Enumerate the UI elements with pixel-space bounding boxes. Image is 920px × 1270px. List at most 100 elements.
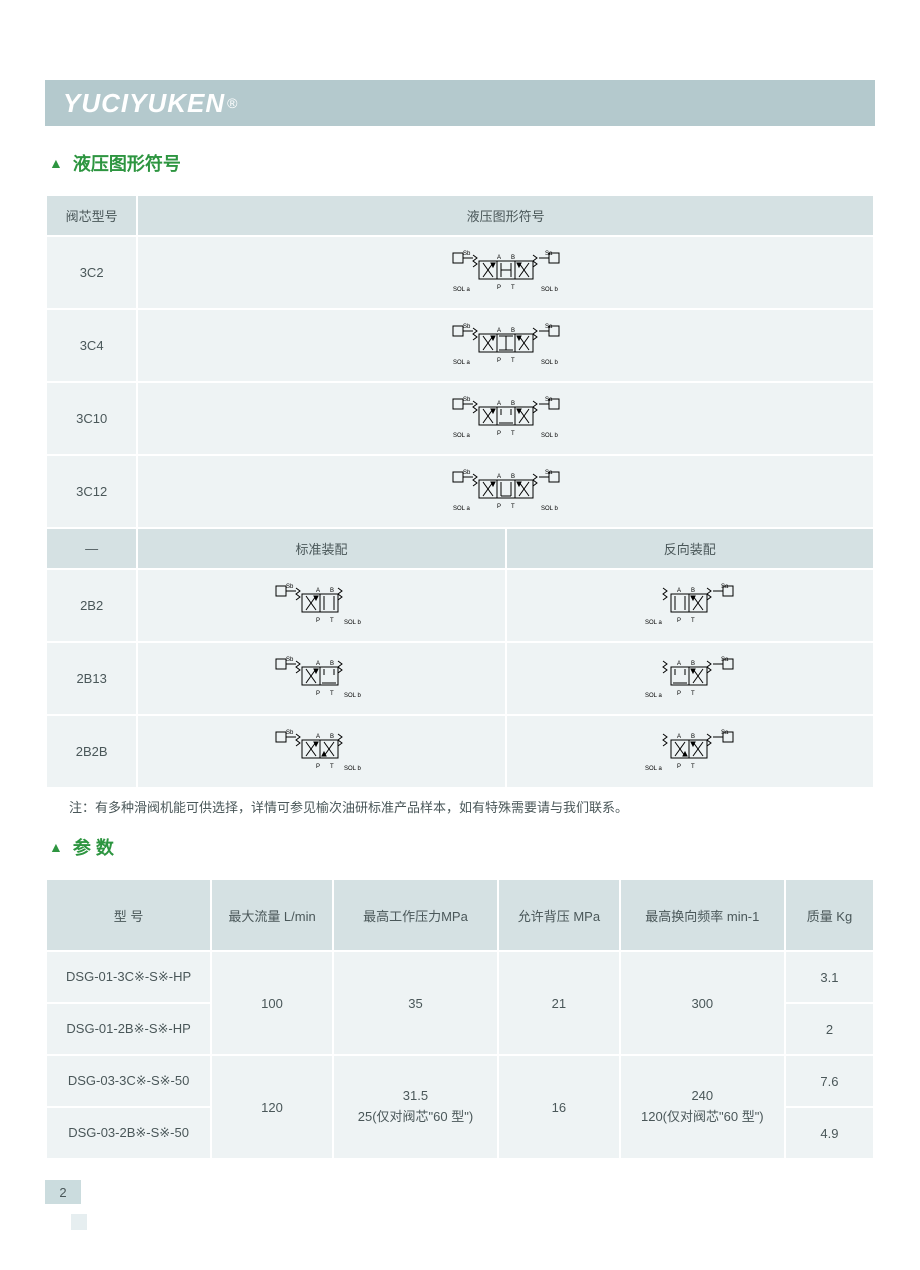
svg-text:SOL b: SOL b: [344, 620, 361, 626]
triangle-icon: ▲: [49, 155, 63, 171]
svg-text:Sb: Sb: [463, 324, 471, 330]
symbol-2b2-std: SbABPTSOL b: [138, 570, 504, 641]
svg-text:T: T: [330, 691, 334, 697]
g2-press-l2: 25(仅对阀芯"60 型"): [358, 1109, 473, 1124]
svg-text:SOL b: SOL b: [541, 360, 558, 366]
ph-model: 型 号: [47, 880, 210, 950]
g2-press-l1: 31.5: [403, 1088, 428, 1103]
g1-press: 35: [334, 952, 497, 1054]
svg-text:P: P: [497, 431, 501, 437]
svg-text:SOL a: SOL a: [453, 360, 470, 366]
svg-text:B: B: [511, 474, 515, 480]
symbol-2b2b-rev: Sa A B SOL a P T: [507, 716, 873, 787]
svg-text:SOL a: SOL a: [645, 620, 662, 626]
svg-text:P: P: [497, 358, 501, 364]
g1-flow: 100: [212, 952, 332, 1054]
symbol-2b13-rev: SaABSOL aPT: [507, 643, 873, 714]
svg-text:A: A: [677, 734, 681, 740]
g2-flow: 120: [212, 1056, 332, 1158]
svg-text:SOL b: SOL b: [344, 693, 361, 699]
ph-mass: 质量 Kg: [786, 880, 873, 950]
svg-text:T: T: [511, 285, 515, 291]
svg-text:SOL a: SOL a: [645, 766, 662, 772]
symbol-3c2: SbSaABSOL aPTSOL b: [138, 237, 873, 308]
symbol-2b2b-std: SbABPTSOL b: [138, 716, 504, 787]
svg-text:A: A: [316, 661, 320, 667]
model-3c12: 3C12: [47, 456, 136, 527]
svg-text:B: B: [691, 588, 695, 594]
svg-text:B: B: [691, 734, 695, 740]
g2-back: 16: [499, 1056, 619, 1158]
symbol-2b13-std: SbABPTSOL b: [138, 643, 504, 714]
svg-text:P: P: [677, 764, 681, 770]
r3-mass: 7.6: [786, 1056, 873, 1106]
symbol-3c10: SbSaABSOL aPTSOL b: [138, 383, 873, 454]
svg-text:P: P: [316, 691, 320, 697]
svg-text:P: P: [677, 691, 681, 697]
svg-text:A: A: [316, 588, 320, 594]
split-mid: 标准装配: [138, 529, 504, 568]
section2-title: 参 数: [73, 834, 114, 860]
g1-back: 21: [499, 952, 619, 1054]
svg-text:P: P: [497, 504, 501, 510]
page-number-box: 2: [45, 1180, 875, 1230]
svg-text:T: T: [330, 764, 334, 770]
r2-model: DSG-01-2B※-S※-HP: [47, 1004, 210, 1054]
r4-mass: 4.9: [786, 1108, 873, 1158]
svg-text:A: A: [497, 474, 501, 480]
ph-back: 允许背压 MPa: [499, 880, 619, 950]
params-table: 型 号 最大流量 L/min 最高工作压力MPa 允许背压 MPa 最高换向频率…: [45, 878, 875, 1160]
svg-text:SOL a: SOL a: [453, 433, 470, 439]
deco-square: [71, 1214, 87, 1230]
model-2b2b: 2B2B: [47, 716, 136, 787]
section-title-params: ▲ 参 数: [49, 834, 875, 860]
model-2b2: 2B2: [47, 570, 136, 641]
g2-press: 31.5 25(仅对阀芯"60 型"): [334, 1056, 497, 1158]
svg-text:T: T: [691, 691, 695, 697]
svg-text:B: B: [511, 255, 515, 261]
section-title-symbols: ▲ 液压图形符号: [49, 150, 875, 176]
g1-freq: 300: [621, 952, 784, 1054]
th-model: 阀芯型号: [47, 196, 136, 235]
svg-text:Sa: Sa: [721, 657, 729, 663]
svg-text:B: B: [330, 661, 334, 667]
split-left: —: [47, 529, 136, 568]
split-right: 反向装配: [507, 529, 873, 568]
svg-text:P: P: [316, 764, 320, 770]
svg-text:T: T: [691, 618, 695, 624]
svg-text:P: P: [497, 285, 501, 291]
svg-text:T: T: [691, 764, 695, 770]
svg-text:SOL b: SOL b: [541, 287, 558, 293]
svg-text:A: A: [677, 661, 681, 667]
svg-text:Sb: Sb: [286, 730, 294, 736]
svg-text:T: T: [511, 431, 515, 437]
svg-text:T: T: [511, 358, 515, 364]
svg-text:SOL a: SOL a: [453, 506, 470, 512]
model-3c10: 3C10: [47, 383, 136, 454]
svg-text:A: A: [497, 255, 501, 261]
symbol-2b2-rev: SaABSOL aPT: [507, 570, 873, 641]
svg-text:P: P: [677, 618, 681, 624]
r3-model: DSG-03-3C※-S※-50: [47, 1056, 210, 1106]
r4-model: DSG-03-2B※-S※-50: [47, 1108, 210, 1158]
svg-text:Sa: Sa: [721, 730, 729, 736]
triangle-icon: ▲: [49, 839, 63, 855]
r2-mass: 2: [786, 1004, 873, 1054]
svg-text:Sa: Sa: [721, 584, 729, 590]
svg-text:B: B: [691, 661, 695, 667]
svg-text:A: A: [497, 328, 501, 334]
brand-bar: YUCIYUKEN ®: [45, 80, 875, 126]
r1-model: DSG-01-3C※-S※-HP: [47, 952, 210, 1002]
th-symbol: 液压图形符号: [138, 196, 873, 235]
svg-text:Sb: Sb: [463, 470, 471, 476]
svg-text:T: T: [511, 504, 515, 510]
svg-text:SOL b: SOL b: [344, 766, 361, 772]
section1-title: 液压图形符号: [73, 150, 181, 176]
page-number: 2: [45, 1180, 81, 1204]
symbols-table: 阀芯型号 液压图形符号 3C2SbSaABSOL aPTSOL b 3C4SbS…: [45, 194, 875, 789]
ph-flow: 最大流量 L/min: [212, 880, 332, 950]
r1-mass: 3.1: [786, 952, 873, 1002]
brand-name: YUCIYUKEN: [63, 88, 225, 119]
ph-freq: 最高换向频率 min-1: [621, 880, 784, 950]
svg-text:B: B: [511, 328, 515, 334]
